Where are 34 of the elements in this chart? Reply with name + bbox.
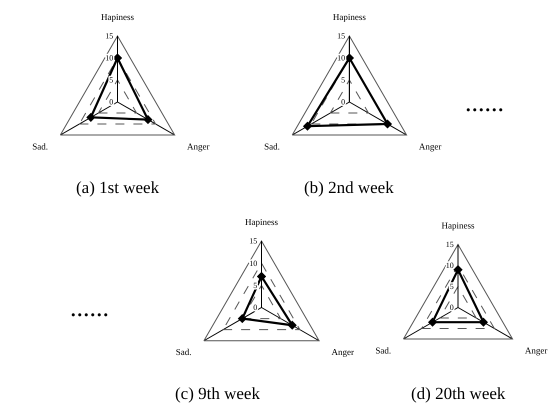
spoke-label: Anger bbox=[187, 141, 210, 152]
spoke-label: Sad. bbox=[176, 347, 192, 358]
y-tick-label: 15 bbox=[249, 236, 258, 246]
spoke-label: Hapiness bbox=[245, 216, 278, 227]
y-tick-label: 5 bbox=[341, 76, 346, 85]
spoke-label: Sad. bbox=[375, 345, 392, 356]
y-tick-label: 0 bbox=[253, 303, 258, 312]
y-tick-label: 15 bbox=[446, 240, 454, 250]
y-tick-label: 10 bbox=[337, 54, 346, 63]
text: ...... bbox=[465, 88, 504, 117]
y-tick-label: 5 bbox=[450, 282, 454, 292]
spoke-label: Hapiness bbox=[332, 12, 366, 22]
y-tick-label: 10 bbox=[249, 258, 258, 268]
spoke-label: Sad. bbox=[264, 141, 280, 152]
y-tick-label: 5 bbox=[253, 280, 258, 290]
y-tick-label: 5 bbox=[109, 76, 114, 85]
y-tick-label: 0 bbox=[450, 303, 454, 312]
y-tick-label: 10 bbox=[105, 54, 114, 63]
spoke-label: Hapiness bbox=[442, 220, 475, 230]
text: (d) 20th week bbox=[411, 384, 506, 403]
y-tick-label: 0 bbox=[341, 98, 346, 107]
spoke-label: Anger bbox=[524, 345, 548, 356]
y-tick-label: 0 bbox=[109, 98, 114, 107]
spoke-label: Hapiness bbox=[101, 12, 134, 22]
text: ...... bbox=[70, 293, 109, 322]
spoke-label: Anger bbox=[331, 347, 354, 358]
spoke-label: Sad. bbox=[32, 141, 48, 152]
text: (a) 1st week bbox=[76, 178, 160, 197]
text: (c) 9th week bbox=[175, 384, 260, 403]
text: (b) 2nd week bbox=[304, 178, 394, 197]
y-tick-label: 15 bbox=[337, 32, 346, 41]
y-tick-label: 10 bbox=[446, 261, 454, 270]
spoke-label: Anger bbox=[418, 141, 442, 152]
y-tick-label: 15 bbox=[105, 32, 114, 41]
